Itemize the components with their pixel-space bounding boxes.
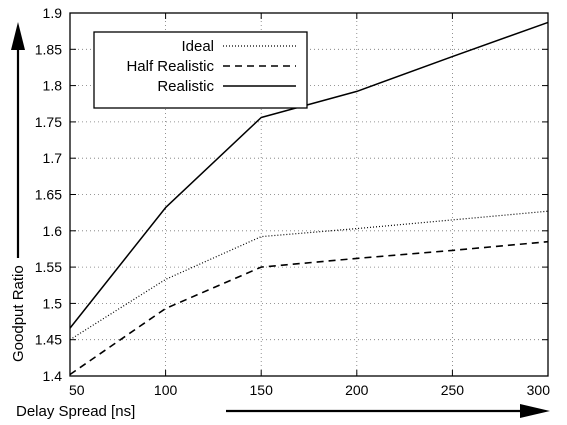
x-tick-label: 200 bbox=[345, 382, 369, 398]
x-tick-label: 300 bbox=[527, 382, 551, 398]
series-layer bbox=[69, 21, 549, 376]
tick-marks bbox=[69, 12, 549, 377]
y-tick-label: 1.4 bbox=[43, 368, 63, 384]
x-axis-arrow-head bbox=[520, 404, 550, 418]
legend: Ideal Half Realistic Realistic bbox=[93, 31, 308, 109]
legend-label-ideal: Ideal bbox=[181, 38, 214, 55]
legend-label-half-realistic: Half Realistic bbox=[126, 58, 214, 75]
x-tick-label: 150 bbox=[250, 382, 274, 398]
x-axis-label: Delay Spread [ns] bbox=[16, 403, 135, 420]
y-tick-label: 1.5 bbox=[43, 295, 63, 311]
legend-box bbox=[93, 31, 308, 109]
y-tick-label: 1.55 bbox=[35, 259, 62, 275]
x-tick-label: 250 bbox=[441, 382, 465, 398]
y-tick-label: 1.75 bbox=[35, 114, 62, 130]
y-tick-label: 1.45 bbox=[35, 332, 62, 348]
y-axis-arrow-head bbox=[11, 22, 25, 50]
x-tick-label: 50 bbox=[69, 382, 85, 398]
y-tick-label: 1.6 bbox=[43, 223, 63, 239]
legend-label-realistic: Realistic bbox=[157, 78, 214, 95]
series-line-half-realistic bbox=[69, 240, 549, 376]
series-line-realistic bbox=[69, 21, 549, 329]
y-tick-label: 1.65 bbox=[35, 187, 62, 203]
y-tick-label: 1.9 bbox=[43, 5, 63, 21]
tick-labels: 50 100 150 200 250 300 1.4 1.45 1.5 1.55 1.6 1.65 1.… bbox=[35, 5, 550, 398]
y-axis-label: Goodput Ratio bbox=[10, 265, 27, 362]
y-tick-label: 1.85 bbox=[35, 41, 62, 57]
y-tick-label: 1.7 bbox=[43, 150, 63, 166]
y-tick-label: 1.8 bbox=[43, 78, 63, 94]
x-tick-label: 100 bbox=[154, 382, 178, 398]
